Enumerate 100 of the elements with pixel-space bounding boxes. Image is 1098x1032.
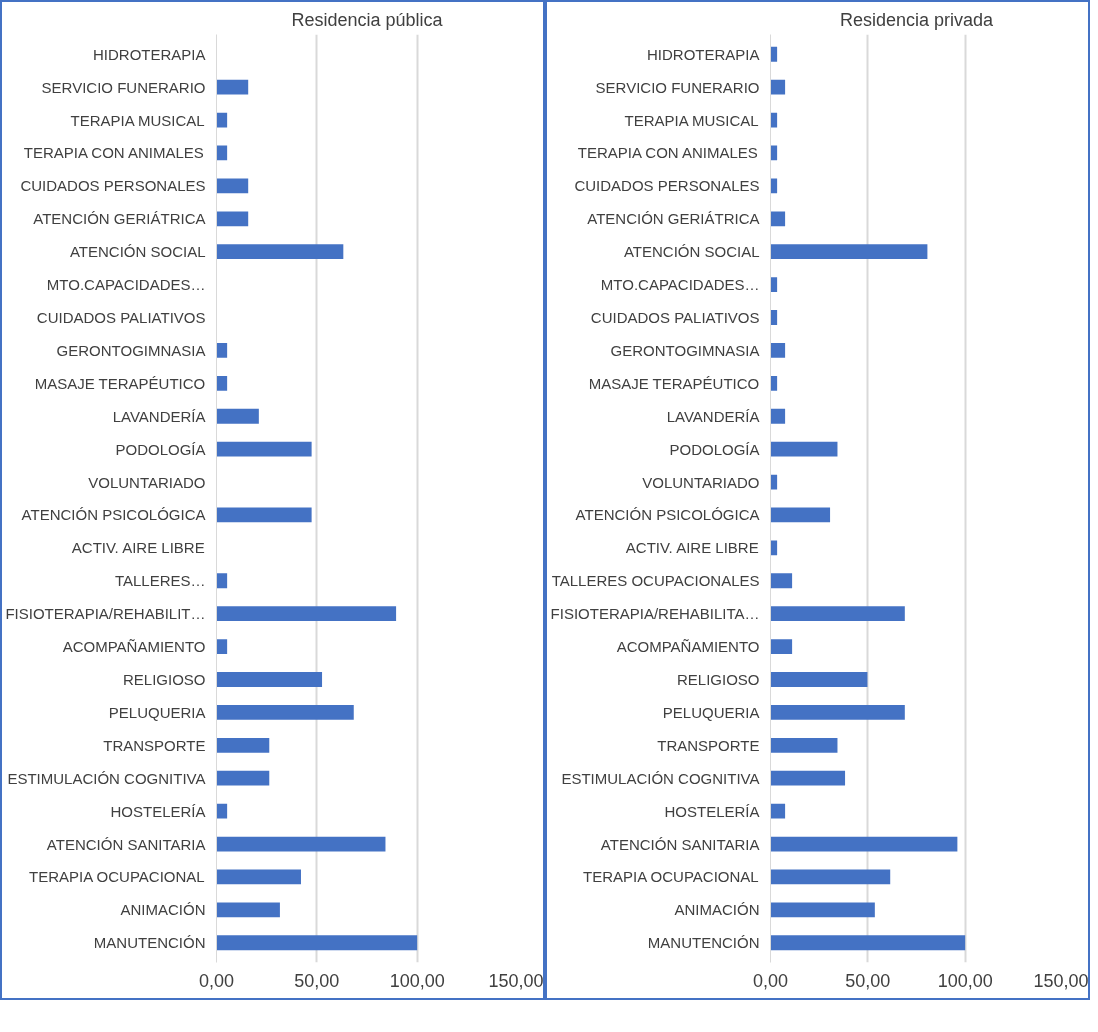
y-tick-label: CUIDADOS PALIATIVOS bbox=[36, 309, 206, 327]
y-tick-label: ATENCIÓN PSICOLÓGICA bbox=[575, 506, 760, 524]
y-tick-label: ESTIMULACIÓN COGNITIVA bbox=[7, 769, 206, 787]
bar bbox=[770, 310, 778, 325]
x-tick-label: 100,00 bbox=[937, 970, 993, 991]
bar bbox=[770, 277, 778, 292]
y-tick-label: TERAPIA MUSICAL bbox=[70, 111, 205, 129]
y-tick-label: MANUTENCIÓN bbox=[93, 934, 206, 952]
y-tick-label: MTO.CAPACIDADES… bbox=[46, 276, 206, 294]
y-tick-label: GERONTOGIMNASIA bbox=[56, 341, 206, 359]
x-tick-label: 150,00 bbox=[1033, 970, 1089, 991]
bar bbox=[216, 79, 249, 95]
bar bbox=[770, 211, 786, 227]
bar bbox=[770, 540, 778, 556]
y-tick-label: ESTIMULACIÓN COGNITIVA bbox=[561, 769, 760, 787]
bar bbox=[770, 507, 831, 523]
y-tick-label: TALLERES OCUPACIONALES bbox=[551, 572, 760, 590]
bar bbox=[216, 408, 259, 424]
bar bbox=[216, 770, 270, 786]
bar bbox=[770, 573, 793, 589]
bar bbox=[216, 441, 312, 457]
y-tick-label: GERONTOGIMNASIA bbox=[610, 341, 760, 359]
bar bbox=[770, 869, 891, 885]
bar bbox=[770, 935, 966, 951]
chart-title: Residencia pública bbox=[291, 9, 444, 30]
y-tick-label: FISIOTERAPIA/REHABILIT… bbox=[5, 605, 206, 623]
bar bbox=[770, 343, 786, 358]
y-tick-label: TRANSPORTE bbox=[103, 736, 206, 754]
bar bbox=[216, 672, 323, 687]
bar bbox=[770, 639, 793, 654]
y-tick-label: TERAPIA OCUPACIONAL bbox=[29, 868, 205, 886]
y-tick-label: ATENCIÓN GERIÁTRICA bbox=[33, 210, 206, 228]
bar bbox=[770, 375, 778, 391]
y-tick-label: ANIMACIÓN bbox=[120, 901, 206, 919]
bar bbox=[216, 375, 228, 391]
bar bbox=[770, 672, 868, 687]
y-tick-label: CUIDADOS PALIATIVOS bbox=[590, 309, 760, 327]
y-tick-label: TERAPIA CON ANIMALES bbox=[577, 144, 758, 162]
y-tick-label: SERVICIO FUNERARIO bbox=[41, 78, 206, 96]
bar bbox=[216, 343, 228, 358]
chart-title: Residencia privada bbox=[839, 9, 995, 30]
y-tick-label: CUIDADOS PERSONALES bbox=[574, 177, 760, 195]
bar bbox=[216, 902, 280, 918]
bar bbox=[216, 737, 270, 753]
x-tick-label: 100,00 bbox=[389, 970, 445, 991]
bar bbox=[770, 836, 958, 852]
y-tick-label: RELIGIOSO bbox=[676, 670, 760, 688]
y-tick-label: MASAJE TERAPÉUTICO bbox=[588, 374, 760, 392]
y-tick-label: CUIDADOS PERSONALES bbox=[20, 177, 206, 195]
y-tick-label: PODOLOGÍA bbox=[669, 440, 760, 458]
y-tick-label: LAVANDERÍA bbox=[666, 407, 760, 425]
y-tick-label: LAVANDERÍA bbox=[112, 407, 206, 425]
y-tick-label: ANIMACIÓN bbox=[674, 901, 760, 919]
y-tick-label: ATENCIÓN SOCIAL bbox=[69, 243, 206, 261]
bar bbox=[216, 507, 312, 523]
y-tick-label: TALLERES… bbox=[114, 572, 206, 590]
y-tick-label: HIDROTERAPIA bbox=[646, 45, 760, 63]
y-tick-label: TRANSPORTE bbox=[657, 736, 760, 754]
bar bbox=[770, 606, 905, 622]
y-tick-label: MANUTENCIÓN bbox=[647, 934, 760, 952]
x-tick-label: 0,00 bbox=[752, 970, 789, 991]
y-tick-label: RELIGIOSO bbox=[122, 670, 206, 688]
y-tick-label: FISIOTERAPIA/REHABILITA… bbox=[550, 605, 760, 623]
y-tick-label: VOLUNTARIADO bbox=[642, 473, 760, 491]
y-tick-label: HOSTELERÍA bbox=[110, 802, 206, 820]
bar bbox=[770, 902, 875, 918]
y-tick-label: HOSTELERÍA bbox=[664, 802, 760, 820]
y-tick-label: PELUQUERIA bbox=[108, 703, 206, 721]
y-tick-label: ATENCIÓN SANITARIA bbox=[46, 835, 206, 853]
y-tick-label: TERAPIA CON ANIMALES bbox=[23, 144, 204, 162]
y-tick-label: ACOMPAÑAMIENTO bbox=[616, 638, 760, 656]
y-tick-label: TERAPIA OCUPACIONAL bbox=[583, 868, 759, 886]
bar bbox=[216, 178, 249, 194]
y-tick-label: ATENCIÓN SOCIAL bbox=[623, 243, 760, 261]
bar bbox=[216, 244, 344, 260]
y-tick-label: ATENCIÓN PSICOLÓGICA bbox=[21, 506, 206, 524]
y-tick-label: ACTIV. AIRE LIBRE bbox=[71, 539, 205, 557]
bar bbox=[216, 935, 418, 951]
bar bbox=[770, 705, 905, 720]
bar bbox=[216, 639, 228, 654]
bar bbox=[770, 46, 778, 62]
bar bbox=[770, 408, 786, 424]
y-tick-label: ACOMPAÑAMIENTO bbox=[62, 638, 206, 656]
y-tick-label: PELUQUERIA bbox=[662, 703, 760, 721]
bar bbox=[216, 869, 301, 885]
y-tick-label: PODOLOGÍA bbox=[115, 440, 206, 458]
y-tick-label: MASAJE TERAPÉUTICO bbox=[34, 374, 206, 392]
bar bbox=[216, 573, 228, 589]
bar bbox=[216, 836, 386, 852]
bar bbox=[770, 178, 778, 194]
x-tick-label: 50,00 bbox=[294, 970, 340, 991]
y-tick-label: SERVICIO FUNERARIO bbox=[595, 78, 760, 96]
y-tick-label: ACTIV. AIRE LIBRE bbox=[625, 539, 759, 557]
x-tick-label: 150,00 bbox=[488, 970, 544, 991]
y-tick-label: VOLUNTARIADO bbox=[88, 473, 206, 491]
bar bbox=[770, 244, 928, 260]
bar bbox=[216, 705, 354, 720]
bar bbox=[770, 441, 838, 457]
x-tick-label: 0,00 bbox=[198, 970, 235, 991]
bar bbox=[770, 737, 838, 753]
